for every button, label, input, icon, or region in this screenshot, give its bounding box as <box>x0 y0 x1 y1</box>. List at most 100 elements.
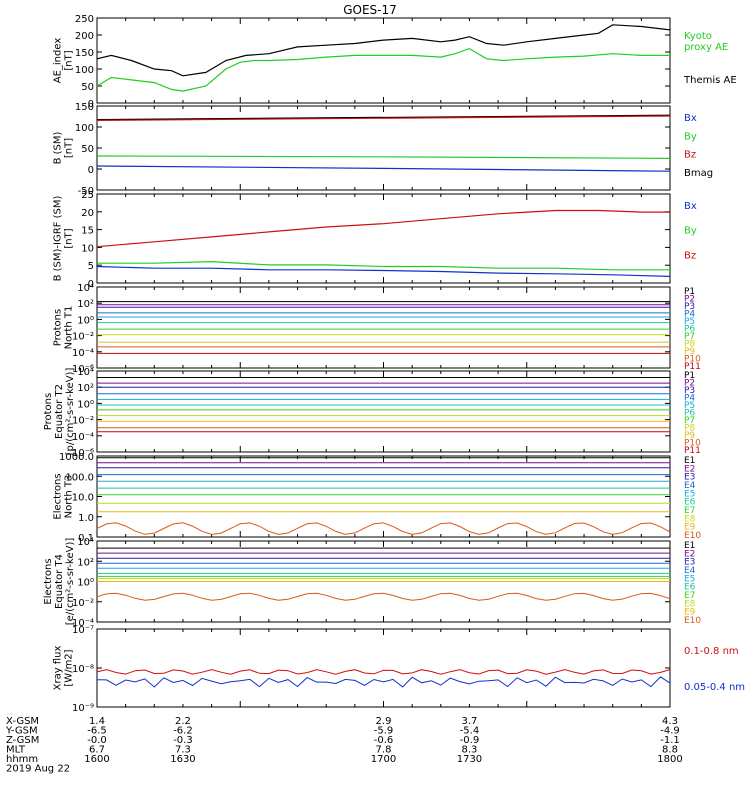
legend-item: By <box>684 226 697 237</box>
series-line <box>96 114 671 121</box>
legend-item: E5 <box>684 489 695 499</box>
legend-item: E1 <box>684 541 695 551</box>
x-axis-tick-value: -5.4 <box>460 726 480 737</box>
y-tick-label: 10⁻⁹ <box>72 703 94 714</box>
y-tick-label: 250 <box>75 14 94 25</box>
y-axis-label: Protons <box>53 309 64 346</box>
legend-item: P5 <box>684 401 695 411</box>
y-axis-label: [p/(cm²-s-sr-keV)] <box>65 368 76 456</box>
y-tick-label: 10⁻⁶ <box>72 448 94 459</box>
y-axis-label: North T1 <box>64 306 75 350</box>
panel-2: -50 0 50 100 150 B (SM) [nT] Bx By Bz Bmag <box>53 102 714 197</box>
legend-item: E2 <box>684 549 695 559</box>
y-tick-label: -50 <box>78 186 94 197</box>
legend-item: E1 <box>684 456 695 466</box>
legend-item: Bz <box>684 150 696 161</box>
legend-item: P2 <box>684 295 695 305</box>
x-axis-tick-value: 1600 <box>84 754 109 765</box>
panel-frame <box>96 17 671 104</box>
y-axis-label: B (SM) <box>53 131 64 164</box>
series-line <box>96 669 671 675</box>
x-axis-tick-value: 1800 <box>657 754 682 765</box>
legend-item: proxy AE <box>684 42 728 53</box>
y-axis-label: Xray flux <box>53 646 64 691</box>
y-tick-label: 10² <box>77 299 94 310</box>
panel-6: 0.1 1.0 10.0 100.0 1000.0 Electrons North T3 E1… <box>53 452 702 544</box>
x-axis-tick-value: 1.4 <box>89 716 105 727</box>
legend-item: P7 <box>684 332 695 342</box>
x-axis-tick-value: -0.3 <box>173 735 193 746</box>
panel-3: 0 5 10 15 20 25 B (SM)-IGRF (SM) [nT] Bx By Bz <box>53 190 697 290</box>
y-tick-label: 1.0 <box>78 513 94 524</box>
y-axis-label: [nT] <box>64 50 75 70</box>
y-tick-label: 50 <box>81 82 94 93</box>
legend-item: E5 <box>684 574 695 584</box>
legend-item: P2 <box>684 379 695 389</box>
series-line <box>96 165 671 172</box>
y-tick-label: 10⁻² <box>72 332 94 343</box>
legend-item: P9 <box>684 431 695 441</box>
y-tick-label: 10² <box>77 557 94 568</box>
panel-5: 10⁻⁶ 10⁻⁴ 10⁻² 10⁰ 10² 10⁴ Protons Equator T2 [p… <box>43 367 701 459</box>
legend-item: P9 <box>684 347 695 357</box>
legend-item: Bmag <box>684 168 713 179</box>
y-tick-label: 10⁴ <box>77 367 94 378</box>
legend-item: E6 <box>684 498 696 508</box>
y-tick-label: 10⁰ <box>77 315 94 326</box>
y-axis-label: [nT] <box>64 228 75 248</box>
series-line <box>96 209 670 248</box>
x-axis-tick-value: -0.9 <box>460 735 480 746</box>
legend-item: E3 <box>684 473 695 483</box>
y-tick-label: 25 <box>81 190 94 201</box>
legend-item: E10 <box>684 616 701 626</box>
y-axis-label: [nT] <box>64 138 75 158</box>
y-tick-label: 10⁻² <box>72 416 94 427</box>
x-axis-row-label: X-GSM <box>6 716 39 727</box>
y-axis-label: B (SM)-IGRF (SM) <box>53 196 64 282</box>
y-tick-label: 10⁻⁴ <box>72 432 94 443</box>
x-axis-tick-value: 7.3 <box>175 745 191 756</box>
x-axis-tick-value: 6.7 <box>89 745 105 756</box>
legend-item: P8 <box>684 340 695 350</box>
series-line <box>96 24 671 77</box>
x-axis-tick-value: 8.8 <box>662 745 678 756</box>
panel-frame <box>96 286 671 369</box>
y-tick-label: 100 <box>75 123 94 134</box>
y-tick-label: 15 <box>81 226 94 237</box>
legend-item: E2 <box>684 464 695 474</box>
legend-item: P4 <box>684 310 695 320</box>
legend-item: P3 <box>684 302 695 312</box>
legend-item: E4 <box>684 566 696 576</box>
legend-item: E7 <box>684 591 695 601</box>
x-axis-tick-value: 1730 <box>457 754 482 765</box>
legend-item: E9 <box>684 523 696 533</box>
legend-item: By <box>684 131 697 142</box>
y-axis-label: Equator T2 <box>54 384 65 439</box>
series-line <box>96 522 671 535</box>
panel-frame <box>96 628 671 708</box>
legend-item: P1 <box>684 371 695 381</box>
series-line <box>96 155 671 159</box>
x-axis-tick-value: -6.2 <box>173 726 193 737</box>
y-axis-label: Equator T4 <box>54 554 65 609</box>
legend-item: Themis AE <box>683 75 737 86</box>
x-axis-tick-value: 2.2 <box>175 716 191 727</box>
legend-item: 0.1-0.8 nm <box>684 646 739 657</box>
series-line <box>96 47 670 92</box>
series-line <box>96 115 671 121</box>
y-tick-label: 10⁴ <box>77 283 94 294</box>
legend-item: P11 <box>684 362 701 372</box>
y-tick-label: 200 <box>75 31 94 42</box>
y-tick-label: 10⁻⁴ <box>72 618 94 629</box>
y-tick-label: 10⁻⁷ <box>72 625 94 636</box>
x-axis-row-label: MLT <box>6 745 26 756</box>
x-axis-tick-value: 7.8 <box>376 745 392 756</box>
x-axis-tick-value: 4.3 <box>662 716 678 727</box>
legend-item: Bz <box>684 250 696 261</box>
y-tick-label: 150 <box>75 102 94 113</box>
y-tick-label: 10⁰ <box>77 399 94 410</box>
y-axis-label: North T3 <box>64 475 75 519</box>
legend-item: P11 <box>684 446 701 456</box>
legend-item: P5 <box>684 317 695 327</box>
